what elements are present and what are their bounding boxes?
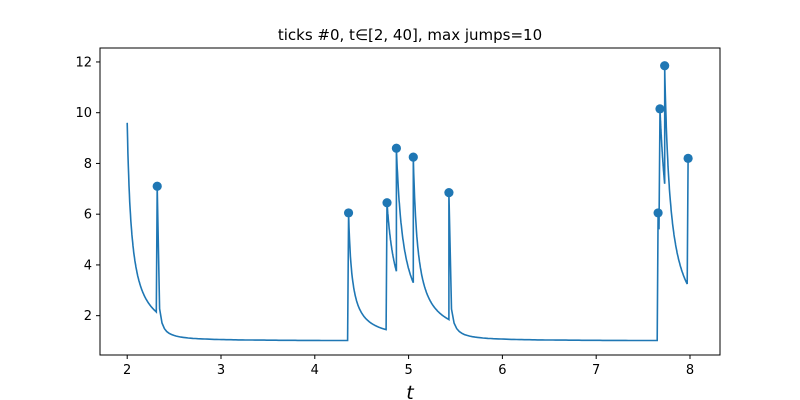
plot-area: [126, 61, 693, 342]
jump-point: [683, 153, 693, 163]
axes-frame: [99, 47, 721, 356]
y-tick-label: 6: [84, 208, 92, 223]
x-tick-label: 2: [123, 363, 131, 378]
y-axis: 2 4 6 8 10 12: [75, 55, 100, 324]
jump-point: [655, 104, 665, 114]
jump-point: [653, 208, 663, 218]
jump-point: [660, 61, 670, 71]
jump-point: [391, 143, 401, 153]
x-tick-label: 6: [498, 363, 506, 378]
x-tick-label: 7: [592, 363, 600, 378]
x-tick-label: 3: [217, 363, 225, 378]
jump-point: [343, 208, 354, 218]
y-tick-label: 8: [84, 157, 92, 172]
y-tick-label: 4: [84, 258, 92, 273]
x-tick-label: 8: [686, 363, 694, 378]
jump-point: [444, 188, 454, 198]
series-line: [126, 65, 689, 342]
y-tick-label: 10: [75, 106, 92, 121]
jump-point: [408, 152, 418, 162]
x-axis: 2 3 4 5 6 7 8: [123, 355, 694, 378]
x-tick-label: 5: [404, 363, 412, 378]
chart-title: ticks #0, t∈[2, 40], max jumps=10: [278, 26, 542, 44]
y-tick-label: 2: [84, 309, 92, 324]
x-tick-label: 4: [311, 363, 319, 378]
y-tick-label: 12: [75, 55, 92, 70]
x-axis-label: t: [406, 382, 415, 400]
jump-point: [152, 181, 162, 191]
jump-point: [382, 198, 392, 208]
